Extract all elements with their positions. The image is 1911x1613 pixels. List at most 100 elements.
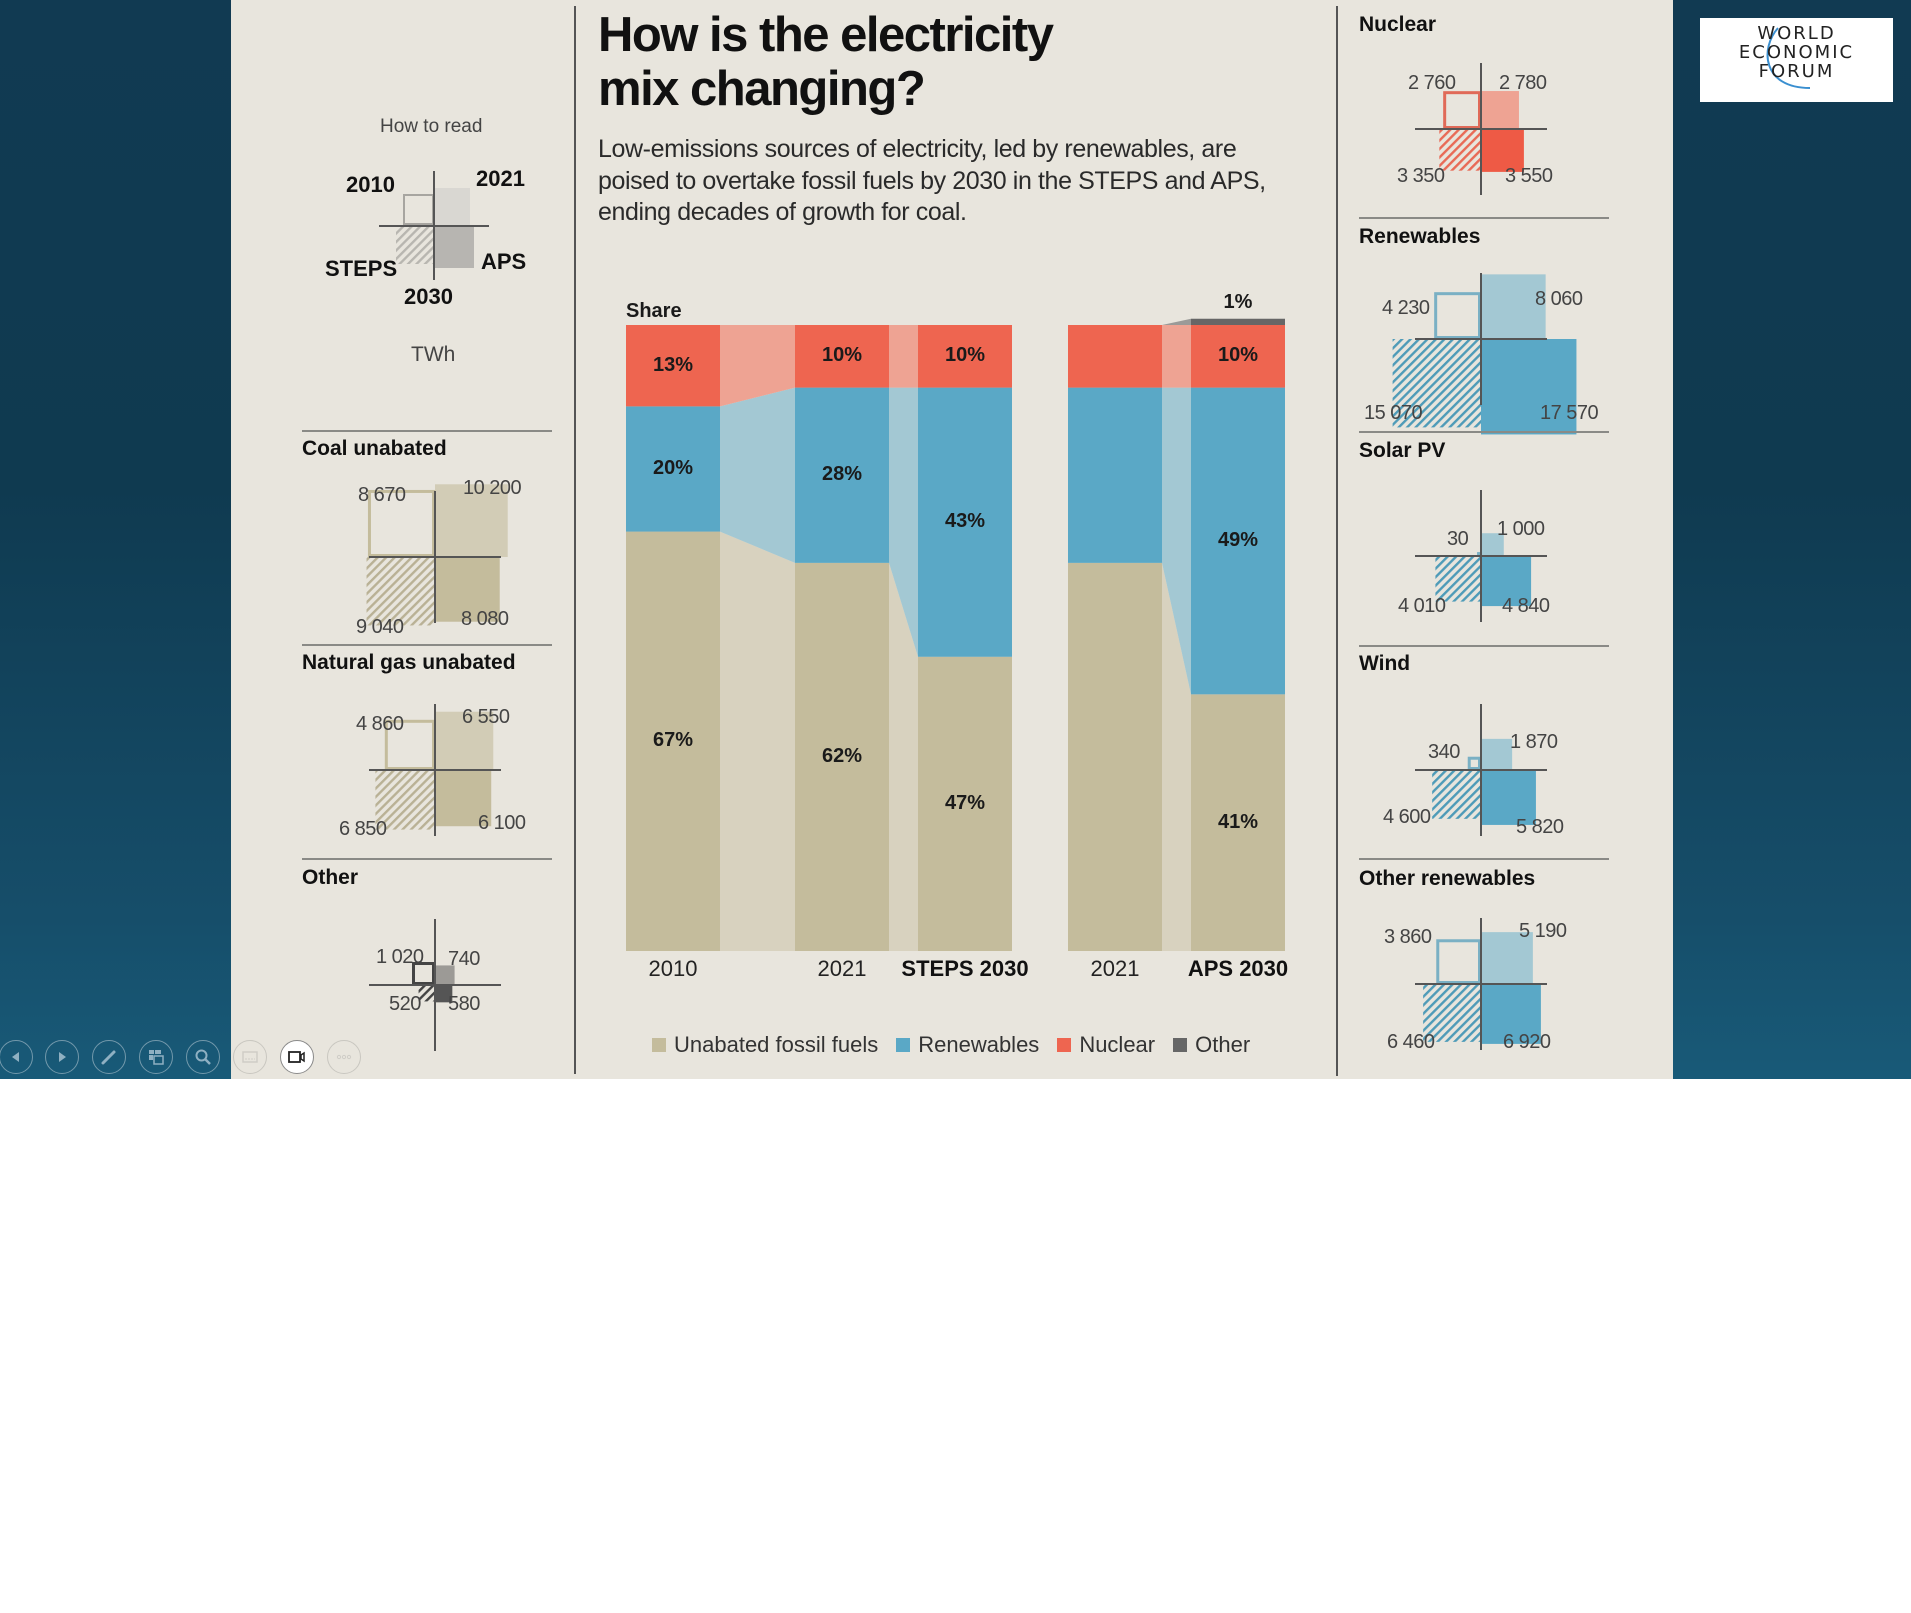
box-aps-2030 <box>1481 339 1577 435</box>
chart-legend: Unabated fossil fuels Renewables Nuclear… <box>652 1032 1250 1058</box>
value-steps-2030: 6 850 <box>339 818 387 840</box>
box-steps-2030 <box>1439 129 1481 171</box>
flow-renewables <box>720 387 795 563</box>
value-aps-2030: 5 820 <box>1516 816 1564 838</box>
value-aps-2030: 8 080 <box>461 608 509 630</box>
value-2010: 2 760 <box>1408 72 1456 94</box>
how-to-read-diagram <box>379 171 489 280</box>
bar-fossil-2 <box>918 656 1012 951</box>
section-title: Renewables <box>1359 225 1481 248</box>
page-title: How is the electricity mix changing? <box>598 8 1054 116</box>
box-steps-2030 <box>366 557 435 626</box>
data-label-nuclear: 10% <box>821 344 863 367</box>
flow-nuclear <box>1162 325 1191 388</box>
box-steps-2030 <box>1432 770 1481 819</box>
section-title: Wind <box>1359 652 1411 675</box>
pen-icon <box>101 1050 116 1065</box>
more-options-button[interactable] <box>327 1040 361 1074</box>
box-2021 <box>1481 738 1513 770</box>
box-aps-2030 <box>435 557 500 622</box>
data-label-nuclear: 13% <box>652 353 694 376</box>
x-axis-label: 2021 <box>817 956 867 981</box>
logo-line-1: WORLD <box>1757 23 1836 44</box>
box-aps-2030 <box>435 985 453 1003</box>
box-aps-2030 <box>1481 770 1536 825</box>
value-aps-2030: 17 570 <box>1540 402 1599 424</box>
box-2010 <box>1443 91 1482 129</box>
how-to-read-aps-box <box>434 226 474 268</box>
how-to-read-steps-box <box>396 226 434 264</box>
legend-2021-label: 2021 <box>476 166 525 191</box>
box-2010 <box>384 719 435 771</box>
how-to-read-label: How to read <box>380 116 483 137</box>
quadrant-chart-coal-unabated <box>366 484 508 626</box>
value-2021: 1 870 <box>1510 731 1558 753</box>
see-all-slides-button[interactable] <box>139 1040 173 1074</box>
flow-fossil <box>720 531 795 951</box>
box-2010 <box>1477 552 1482 557</box>
unit-label: TWh <box>411 343 456 366</box>
bar-nuclear-0 <box>626 325 720 407</box>
value-aps-2030: 6 920 <box>1503 1031 1551 1053</box>
data-label-fossil: 47% <box>944 791 986 814</box>
value-steps-2030: 6 460 <box>1387 1031 1435 1053</box>
data-label-other: 1% <box>1223 290 1253 313</box>
value-steps-2030: 4 010 <box>1398 595 1446 617</box>
box-steps-2030 <box>418 985 435 1002</box>
value-steps-2030: 520 <box>389 993 421 1015</box>
value-steps-2030: 15 070 <box>1364 402 1423 424</box>
value-aps-2030: 580 <box>448 993 480 1015</box>
zoom-button[interactable] <box>186 1040 220 1074</box>
x-axis-label: STEPS 2030 <box>901 956 1029 981</box>
bar-fossil-0 <box>626 531 720 951</box>
section-divider <box>1359 645 1609 647</box>
title-line-1: How is the electricity <box>598 8 1054 62</box>
section-divider <box>302 858 552 860</box>
box-2010 <box>1467 756 1482 771</box>
magnifier-icon <box>195 1049 211 1065</box>
title-line-2: mix changing? <box>598 62 926 116</box>
section-title: Solar PV <box>1359 439 1446 462</box>
value-2021: 5 190 <box>1519 920 1567 942</box>
value-steps-2030: 4 600 <box>1383 806 1431 828</box>
flow-renewables <box>1162 387 1191 695</box>
value-2010: 8 670 <box>358 484 406 506</box>
box-2010 <box>412 962 435 986</box>
chevron-right-icon <box>59 1052 66 1062</box>
value-2021: 2 780 <box>1499 72 1547 94</box>
section-divider <box>302 430 552 432</box>
next-slide-button[interactable] <box>45 1040 79 1074</box>
box-2010 <box>1436 939 1482 985</box>
flow-other <box>1162 318 1191 325</box>
section-title: Nuclear <box>1359 13 1437 36</box>
value-2021: 10 200 <box>463 477 522 499</box>
section-divider <box>1359 217 1609 219</box>
data-label-renewables: 20% <box>652 456 694 479</box>
chart-title: Share <box>626 300 682 322</box>
flow-fossil <box>889 562 918 951</box>
pen-tool-button[interactable] <box>92 1040 126 1074</box>
section-title: Coal unabated <box>302 437 447 460</box>
legend-swatch <box>652 1038 666 1052</box>
camera-button[interactable] <box>280 1040 314 1074</box>
bar-fossil-3 <box>1068 562 1162 951</box>
box-2010 <box>367 489 436 558</box>
section-title: Other renewables <box>1359 867 1536 890</box>
box-2021 <box>1481 533 1504 556</box>
quadrant-chart-other-renewables <box>1415 918 1547 1050</box>
legend-swatch <box>896 1038 911 1052</box>
legend-steps-label: STEPS <box>325 256 398 281</box>
section-divider <box>302 644 552 646</box>
subtitles-button[interactable] <box>233 1040 267 1074</box>
value-2010: 1 020 <box>376 946 424 968</box>
previous-slide-button[interactable] <box>0 1040 33 1074</box>
bar-other-4 <box>1191 318 1285 325</box>
legend-label: Renewables <box>918 1032 1040 1057</box>
legend-label: Unabated fossil fuels <box>674 1032 879 1057</box>
slides-grid-icon <box>149 1050 164 1065</box>
right-divider <box>1336 6 1338 1076</box>
section-divider <box>1359 858 1609 860</box>
section-divider <box>1359 431 1609 433</box>
quadrant-chart-other <box>369 919 501 1051</box>
subtitle: Low-emissions sources of electricity, le… <box>598 135 1266 226</box>
